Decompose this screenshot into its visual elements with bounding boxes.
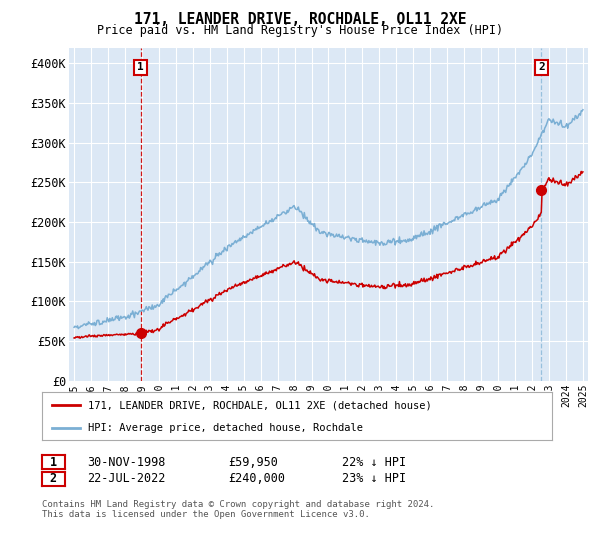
Text: 1: 1	[50, 455, 57, 469]
Text: £240,000: £240,000	[228, 472, 285, 486]
Text: 171, LEANDER DRIVE, ROCHDALE, OL11 2XE (detached house): 171, LEANDER DRIVE, ROCHDALE, OL11 2XE (…	[88, 400, 431, 410]
Text: £59,950: £59,950	[228, 455, 278, 469]
Text: 171, LEANDER DRIVE, ROCHDALE, OL11 2XE: 171, LEANDER DRIVE, ROCHDALE, OL11 2XE	[134, 12, 466, 27]
Text: Price paid vs. HM Land Registry's House Price Index (HPI): Price paid vs. HM Land Registry's House …	[97, 24, 503, 37]
Text: 30-NOV-1998: 30-NOV-1998	[87, 455, 166, 469]
Text: HPI: Average price, detached house, Rochdale: HPI: Average price, detached house, Roch…	[88, 423, 363, 433]
Text: 2: 2	[538, 62, 545, 72]
Text: 2: 2	[50, 472, 57, 486]
Text: 22% ↓ HPI: 22% ↓ HPI	[342, 455, 406, 469]
Text: Contains HM Land Registry data © Crown copyright and database right 2024.
This d: Contains HM Land Registry data © Crown c…	[42, 500, 434, 519]
Text: 22-JUL-2022: 22-JUL-2022	[87, 472, 166, 486]
Text: 1: 1	[137, 62, 144, 72]
Text: 23% ↓ HPI: 23% ↓ HPI	[342, 472, 406, 486]
